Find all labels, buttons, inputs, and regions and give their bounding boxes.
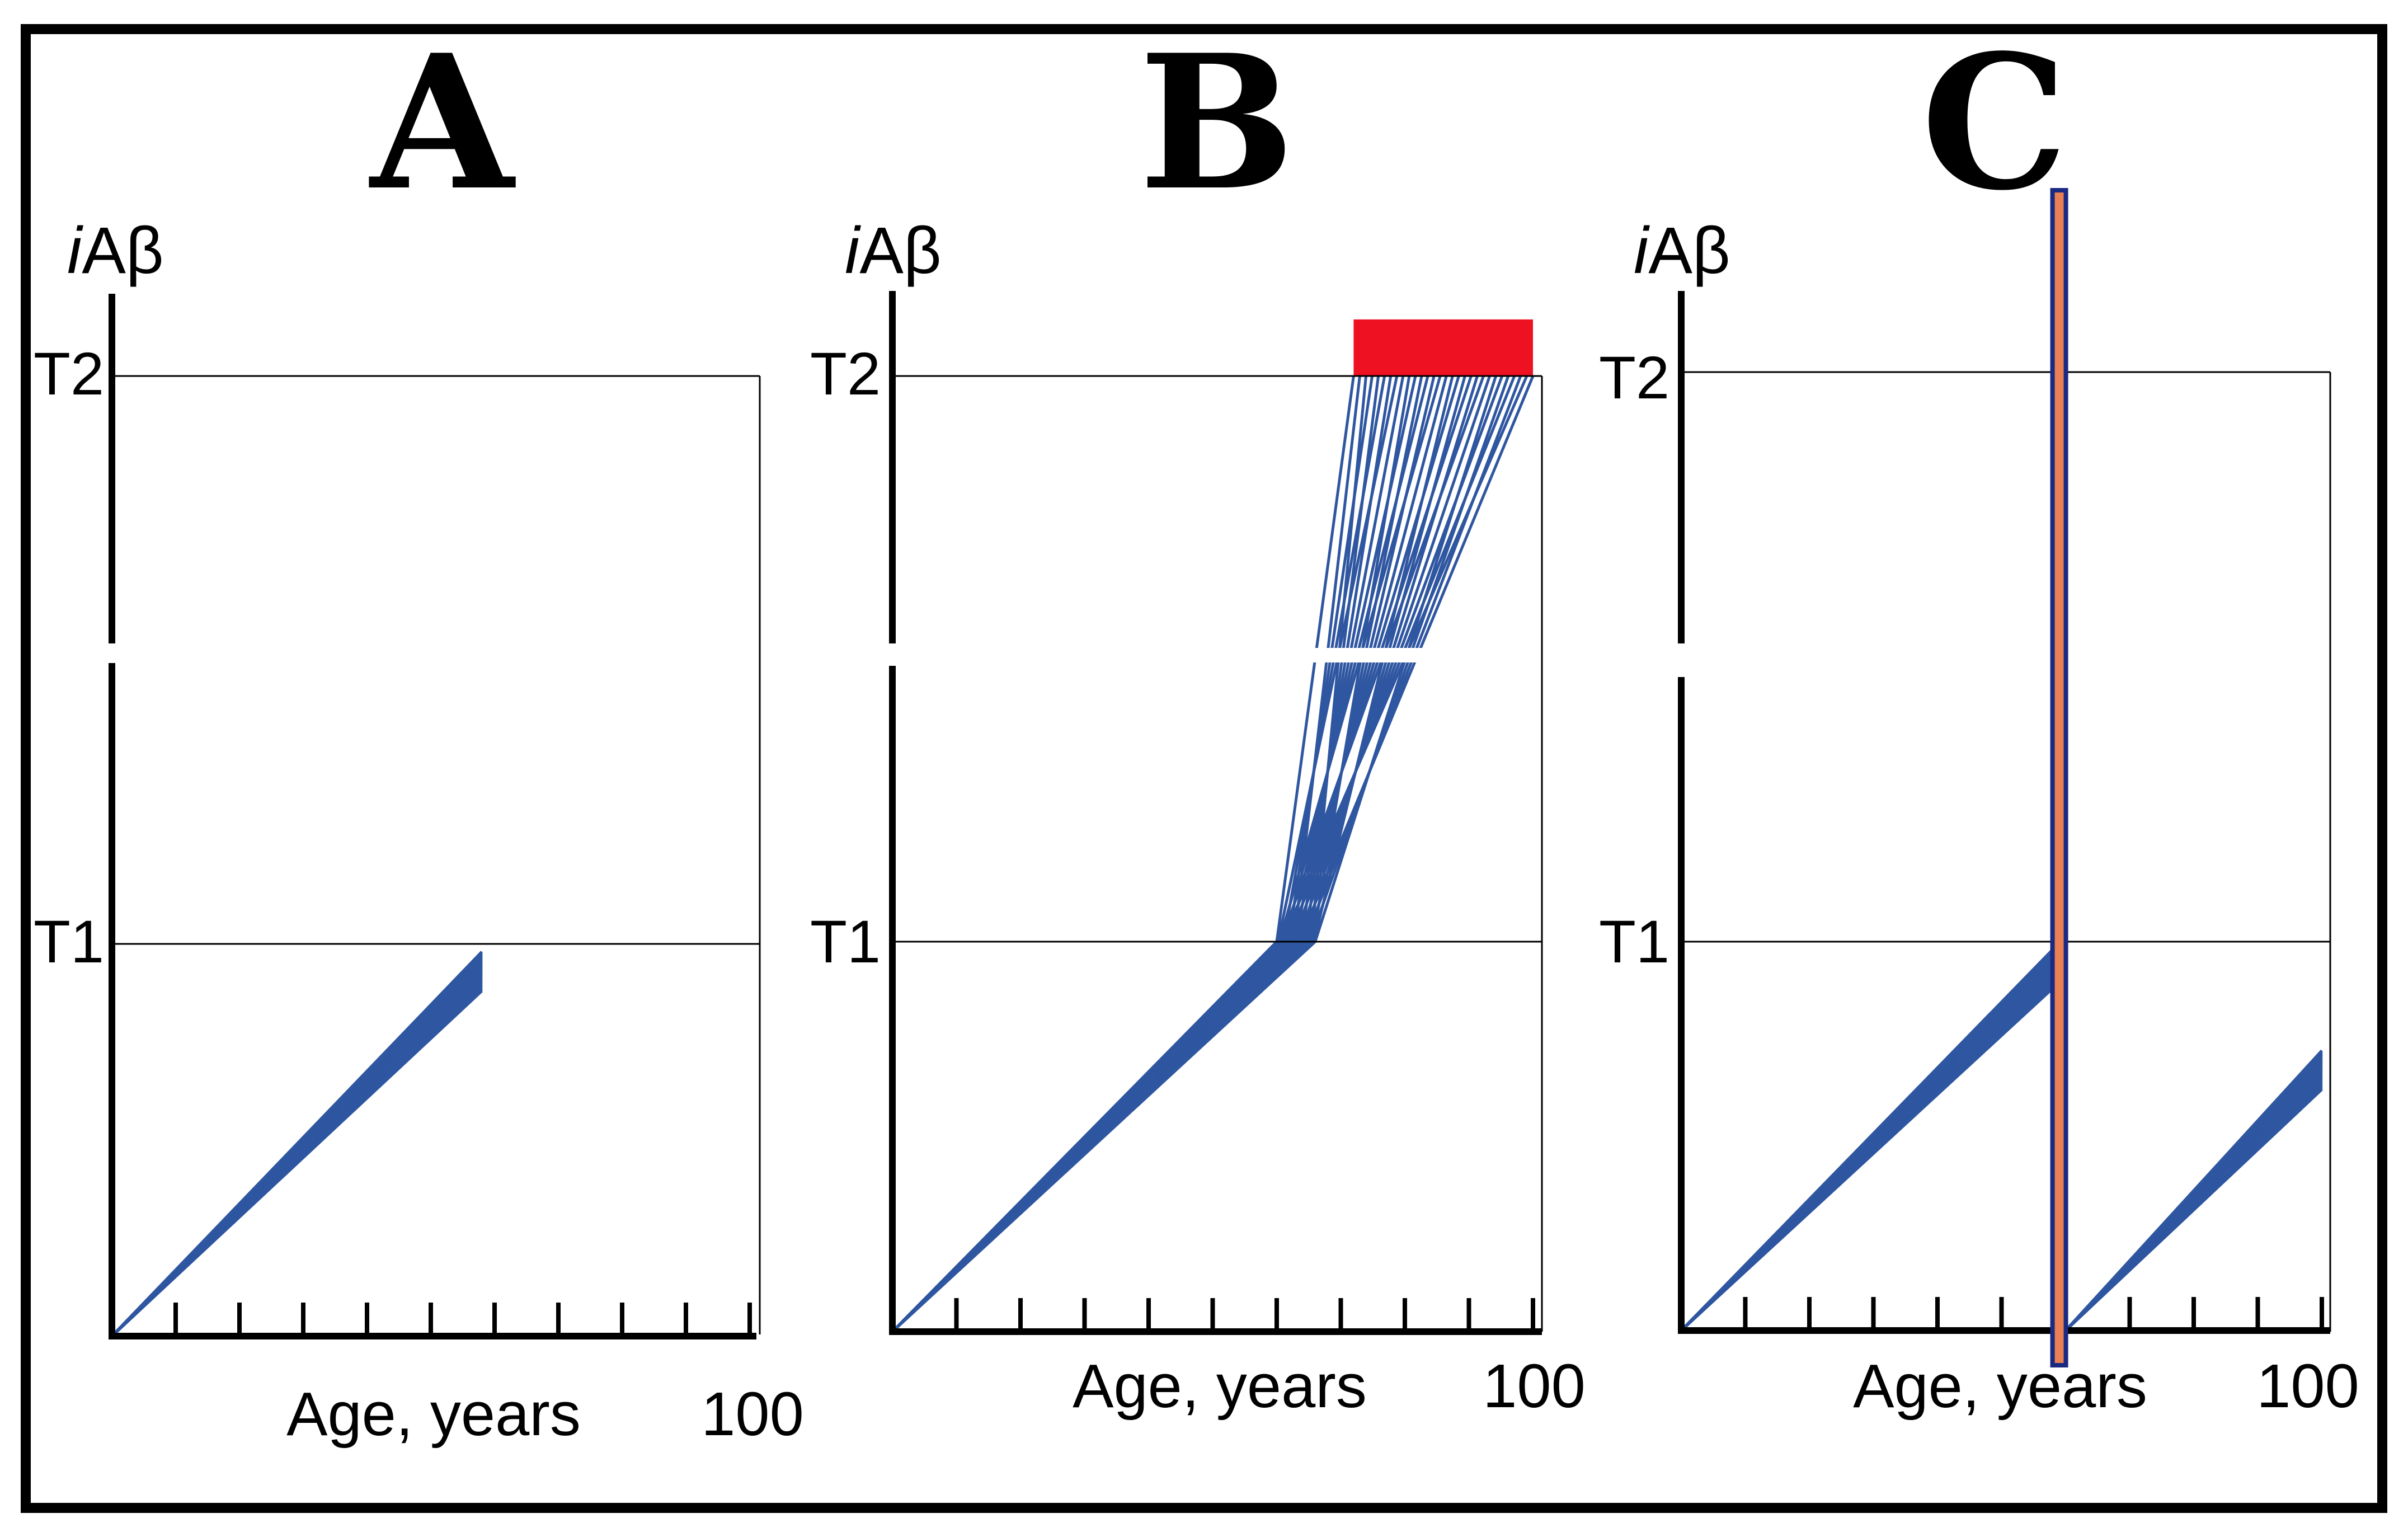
panel-a-xlabel: Age, years — [286, 1380, 581, 1449]
panel-b: B iAβ T2 T1 Age, years 100 — [810, 14, 1586, 1421]
panel-a-trajectories — [111, 951, 483, 1337]
panel-b-t2-highlight — [1353, 319, 1533, 376]
panel-b-letter: B — [1139, 14, 1295, 231]
trajectory-line — [2064, 1049, 2323, 1332]
panel-b-ylabel-italic: i — [845, 214, 861, 288]
panel-c-ylabel-italic: i — [1634, 214, 1650, 288]
trajectory-line — [1680, 948, 2054, 1332]
panel-c-t2-label: T2 — [1599, 344, 1669, 411]
panel-a-ylabel-main: Aβ — [82, 214, 164, 288]
panel-c-letter: C — [1921, 14, 2068, 231]
panel-a-ylabel-italic: i — [67, 214, 83, 288]
panel-a-x-ticks — [173, 1303, 752, 1336]
panel-c-ylabel-main: Aβ — [1648, 214, 1730, 288]
panel-c: C iAβ T2 T1 Age, years 100 — [1599, 14, 2359, 1421]
panel-c-ylabel: iAβ — [1634, 214, 1730, 288]
panel-c-intervention-bar — [2050, 188, 2068, 1367]
trajectory-line — [111, 951, 483, 1337]
panel-c-trajectories — [1680, 948, 2323, 1332]
panel-b-t2-label: T2 — [810, 340, 881, 407]
panel-c-x-end-label: 100 — [2256, 1352, 2359, 1421]
panel-b-axis-break-gap — [1309, 648, 1438, 662]
panel-a-x-end-label: 100 — [701, 1380, 804, 1449]
panel-a-ylabel: iAβ — [67, 214, 164, 288]
panel-b-ylabel: iAβ — [845, 214, 942, 288]
panel-b-xlabel: Age, years — [1073, 1352, 1367, 1421]
panel-a-letter: A — [368, 14, 518, 231]
panel-a-t2-label: T2 — [34, 340, 104, 407]
panel-a: A iAβ T2 T1 Age, years 100 — [34, 14, 804, 1449]
panel-c-t1-label: T1 — [1599, 908, 1669, 975]
panel-c-x-ticks — [1743, 1297, 2324, 1331]
panel-b-ylabel-main: Aβ — [859, 214, 942, 288]
outer-border — [21, 24, 2387, 1513]
panel-b-x-ticks — [954, 1298, 1535, 1332]
panel-b-x-end-label: 100 — [1483, 1352, 1586, 1421]
panel-a-t1-label: T1 — [34, 908, 104, 975]
panel-c-xlabel: Age, years — [1853, 1352, 2147, 1421]
panel-b-t1-label: T1 — [810, 908, 881, 975]
